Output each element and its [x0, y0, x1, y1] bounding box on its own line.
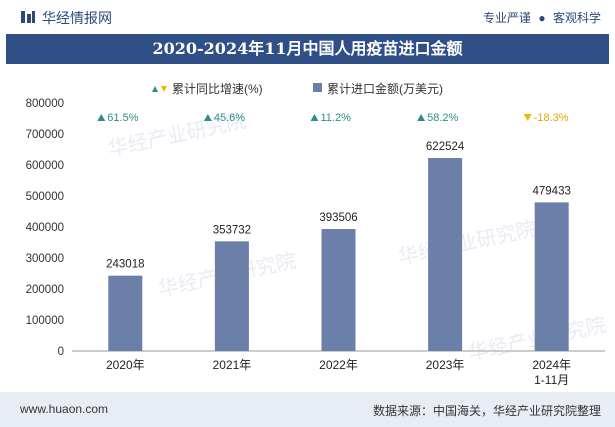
tagline-right: 客观科学 — [552, 11, 601, 25]
growth-label: 11.2% — [321, 112, 352, 124]
legend-bar-marker — [313, 83, 322, 92]
growth-up-marker — [310, 114, 319, 121]
bar-value-label: 479433 — [533, 185, 571, 197]
x-tick-label: 2020年 — [106, 358, 145, 372]
growth-up-marker — [203, 114, 212, 121]
footer: www.huaon.com 数据来源：中国海关，华经产业研究院整理 — [0, 392, 615, 427]
y-tick-label: 0 — [58, 346, 64, 358]
bar — [108, 275, 143, 351]
legend-down-marker — [161, 86, 167, 92]
top-bar: 华经情报网 专业严谨 ● 客观科学 — [0, 0, 615, 34]
y-tick-label: 800000 — [26, 98, 64, 110]
bar — [321, 229, 356, 351]
x-tick-label: 1-11月 — [534, 373, 569, 387]
bar-value-label: 622524 — [426, 141, 465, 153]
legend-up-marker — [152, 86, 158, 92]
growth-label: 61.5% — [107, 112, 138, 124]
y-tick-label: 300000 — [26, 253, 64, 265]
y-tick-label: 600000 — [26, 160, 64, 172]
chart-title: 2020-2024年11月中国人用疫苗进口金额 — [6, 34, 609, 64]
y-tick-label: 100000 — [26, 315, 64, 327]
tagline: 专业严谨 ● 客观科学 — [483, 9, 601, 26]
growth-down-marker — [523, 114, 532, 121]
dot-icon: ● — [538, 11, 546, 25]
legend-growth-label: 累计同比增速(%) — [172, 82, 263, 96]
x-tick-label: 2023年 — [426, 358, 465, 372]
growth-up-marker — [417, 114, 426, 121]
legend: 累计同比增速(%) 累计进口金额(万美元) — [152, 81, 443, 96]
growth-label: -18.3% — [534, 112, 569, 124]
growth-label: 45.6% — [214, 112, 245, 124]
y-tick-label: 200000 — [26, 284, 64, 296]
y-tick-label: 400000 — [26, 222, 64, 234]
x-tick-label: 2022年 — [319, 358, 358, 372]
growth-up-marker — [97, 114, 106, 121]
x-tick-label: 2024年 — [532, 358, 571, 372]
bar-value-label: 243018 — [106, 259, 144, 271]
bar — [428, 158, 463, 351]
bar-value-label: 353732 — [213, 224, 251, 236]
y-tick-label: 500000 — [26, 191, 64, 203]
watermark: 华经产业研究院 — [396, 217, 538, 269]
x-tick-label: 2021年 — [213, 358, 252, 372]
growth-label: 58.2% — [427, 112, 458, 124]
chart: 累计同比增速(%) 累计进口金额(万美元) 0 100000 200000 300000… — [26, 81, 608, 387]
bar — [534, 202, 569, 351]
tagline-left: 专业严谨 — [483, 11, 532, 25]
bar-value-label: 393506 — [319, 212, 357, 224]
data-source: 数据来源：中国海关，华经产业研究院整理 — [372, 404, 601, 418]
brand-name[interactable]: 华经情报网 — [42, 10, 112, 26]
bar — [214, 241, 249, 351]
y-tick-label: 700000 — [26, 129, 64, 141]
logo-icon — [21, 11, 35, 23]
legend-bar-label: 累计进口金额(万美元) — [327, 81, 443, 96]
website-link[interactable]: www.huaon.com — [20, 402, 109, 416]
